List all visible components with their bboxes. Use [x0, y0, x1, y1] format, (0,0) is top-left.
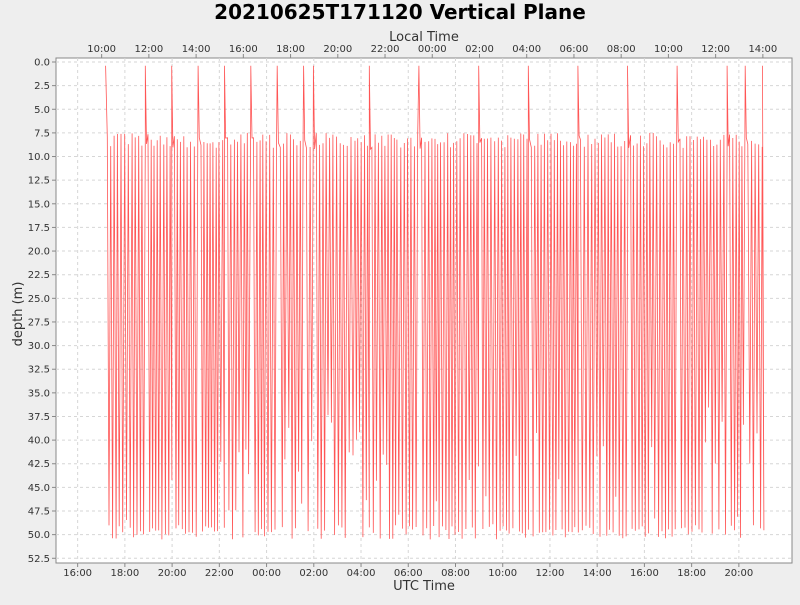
top-axis-title: Local Time [389, 30, 459, 45]
x-tick-label: 22:00 [205, 568, 234, 579]
x-tick-label: 06:00 [394, 568, 423, 579]
y-tick-label: 32.5 [28, 365, 50, 376]
x2-tick-label: 20:00 [323, 44, 352, 55]
x-tick-label: 10:00 [488, 568, 517, 579]
x2-tick-label: 18:00 [276, 44, 305, 55]
y-tick-label: 10.0 [28, 152, 50, 163]
x2-tick-label: 08:00 [607, 44, 636, 55]
y-tick-label: 30.0 [28, 341, 50, 352]
x-tick-label: 16:00 [630, 568, 659, 579]
x-tick-label: 12:00 [536, 568, 565, 579]
x-tick-label: 18:00 [110, 568, 139, 579]
x2-tick-label: 10:00 [654, 44, 683, 55]
y-tick-label: 22.5 [28, 270, 50, 281]
x2-tick-label: 00:00 [418, 44, 447, 55]
depth-trace [105, 65, 765, 540]
bottom-axis-title: UTC Time [393, 579, 455, 594]
x-axis-local: 10:00 12:00 14:00 16:00 18:00 20:00 22:00 00:00… [87, 44, 777, 58]
y-tick-label: 52.5 [28, 554, 50, 565]
y-axis: 0.0 2.5 5.0 7.5 10.0 12.5 15.0 17.5 20.0 22.5 25.0… [28, 58, 56, 565]
x2-tick-label: 12:00 [134, 44, 163, 55]
x-tick-label: 02:00 [299, 568, 328, 579]
chart-title: 20210625T171120 Vertical Plane [214, 0, 586, 24]
x2-tick-label: 16:00 [229, 44, 258, 55]
y-tick-label: 15.0 [28, 199, 50, 210]
x-axis-utc: 16:00 18:00 20:00 22:00 00:00 02:00 04:00 06:00… [63, 563, 753, 579]
y-tick-label: 37.5 [28, 412, 50, 423]
x-tick-label: 16:00 [63, 568, 92, 579]
x-tick-label: 00:00 [252, 568, 281, 579]
y-tick-label: 45.0 [28, 483, 50, 494]
y-tick-label: 47.5 [28, 507, 50, 518]
y-tick-label: 7.5 [34, 128, 50, 139]
y-tick-label: 5.0 [34, 105, 50, 116]
y-tick-label: 40.0 [28, 436, 50, 447]
x2-tick-label: 14:00 [748, 44, 777, 55]
x2-tick-label: 02:00 [465, 44, 494, 55]
y-tick-label: 0.0 [34, 58, 50, 69]
y-tick-label: 20.0 [28, 247, 50, 258]
y-tick-label: 25.0 [28, 294, 50, 305]
x-tick-label: 04:00 [347, 568, 376, 579]
x-tick-label: 14:00 [583, 568, 612, 579]
y-tick-label: 35.0 [28, 388, 50, 399]
y-tick-label: 50.0 [28, 530, 50, 541]
x2-tick-label: 12:00 [701, 44, 730, 55]
series-layer [105, 65, 765, 540]
x2-tick-label: 22:00 [371, 44, 400, 55]
x2-tick-label: 10:00 [87, 44, 116, 55]
x2-tick-label: 06:00 [560, 44, 589, 55]
y-axis-title: depth (m) [11, 282, 26, 347]
y-tick-label: 12.5 [28, 176, 50, 187]
y-tick-label: 42.5 [28, 459, 50, 470]
x2-tick-label: 04:00 [512, 44, 541, 55]
x-tick-label: 18:00 [677, 568, 706, 579]
y-tick-label: 17.5 [28, 223, 50, 234]
x-tick-label: 20:00 [724, 568, 753, 579]
x-tick-label: 08:00 [441, 568, 470, 579]
y-tick-label: 2.5 [34, 81, 50, 92]
x2-tick-label: 14:00 [182, 44, 211, 55]
y-tick-label: 27.5 [28, 317, 50, 328]
x-tick-label: 20:00 [158, 568, 187, 579]
